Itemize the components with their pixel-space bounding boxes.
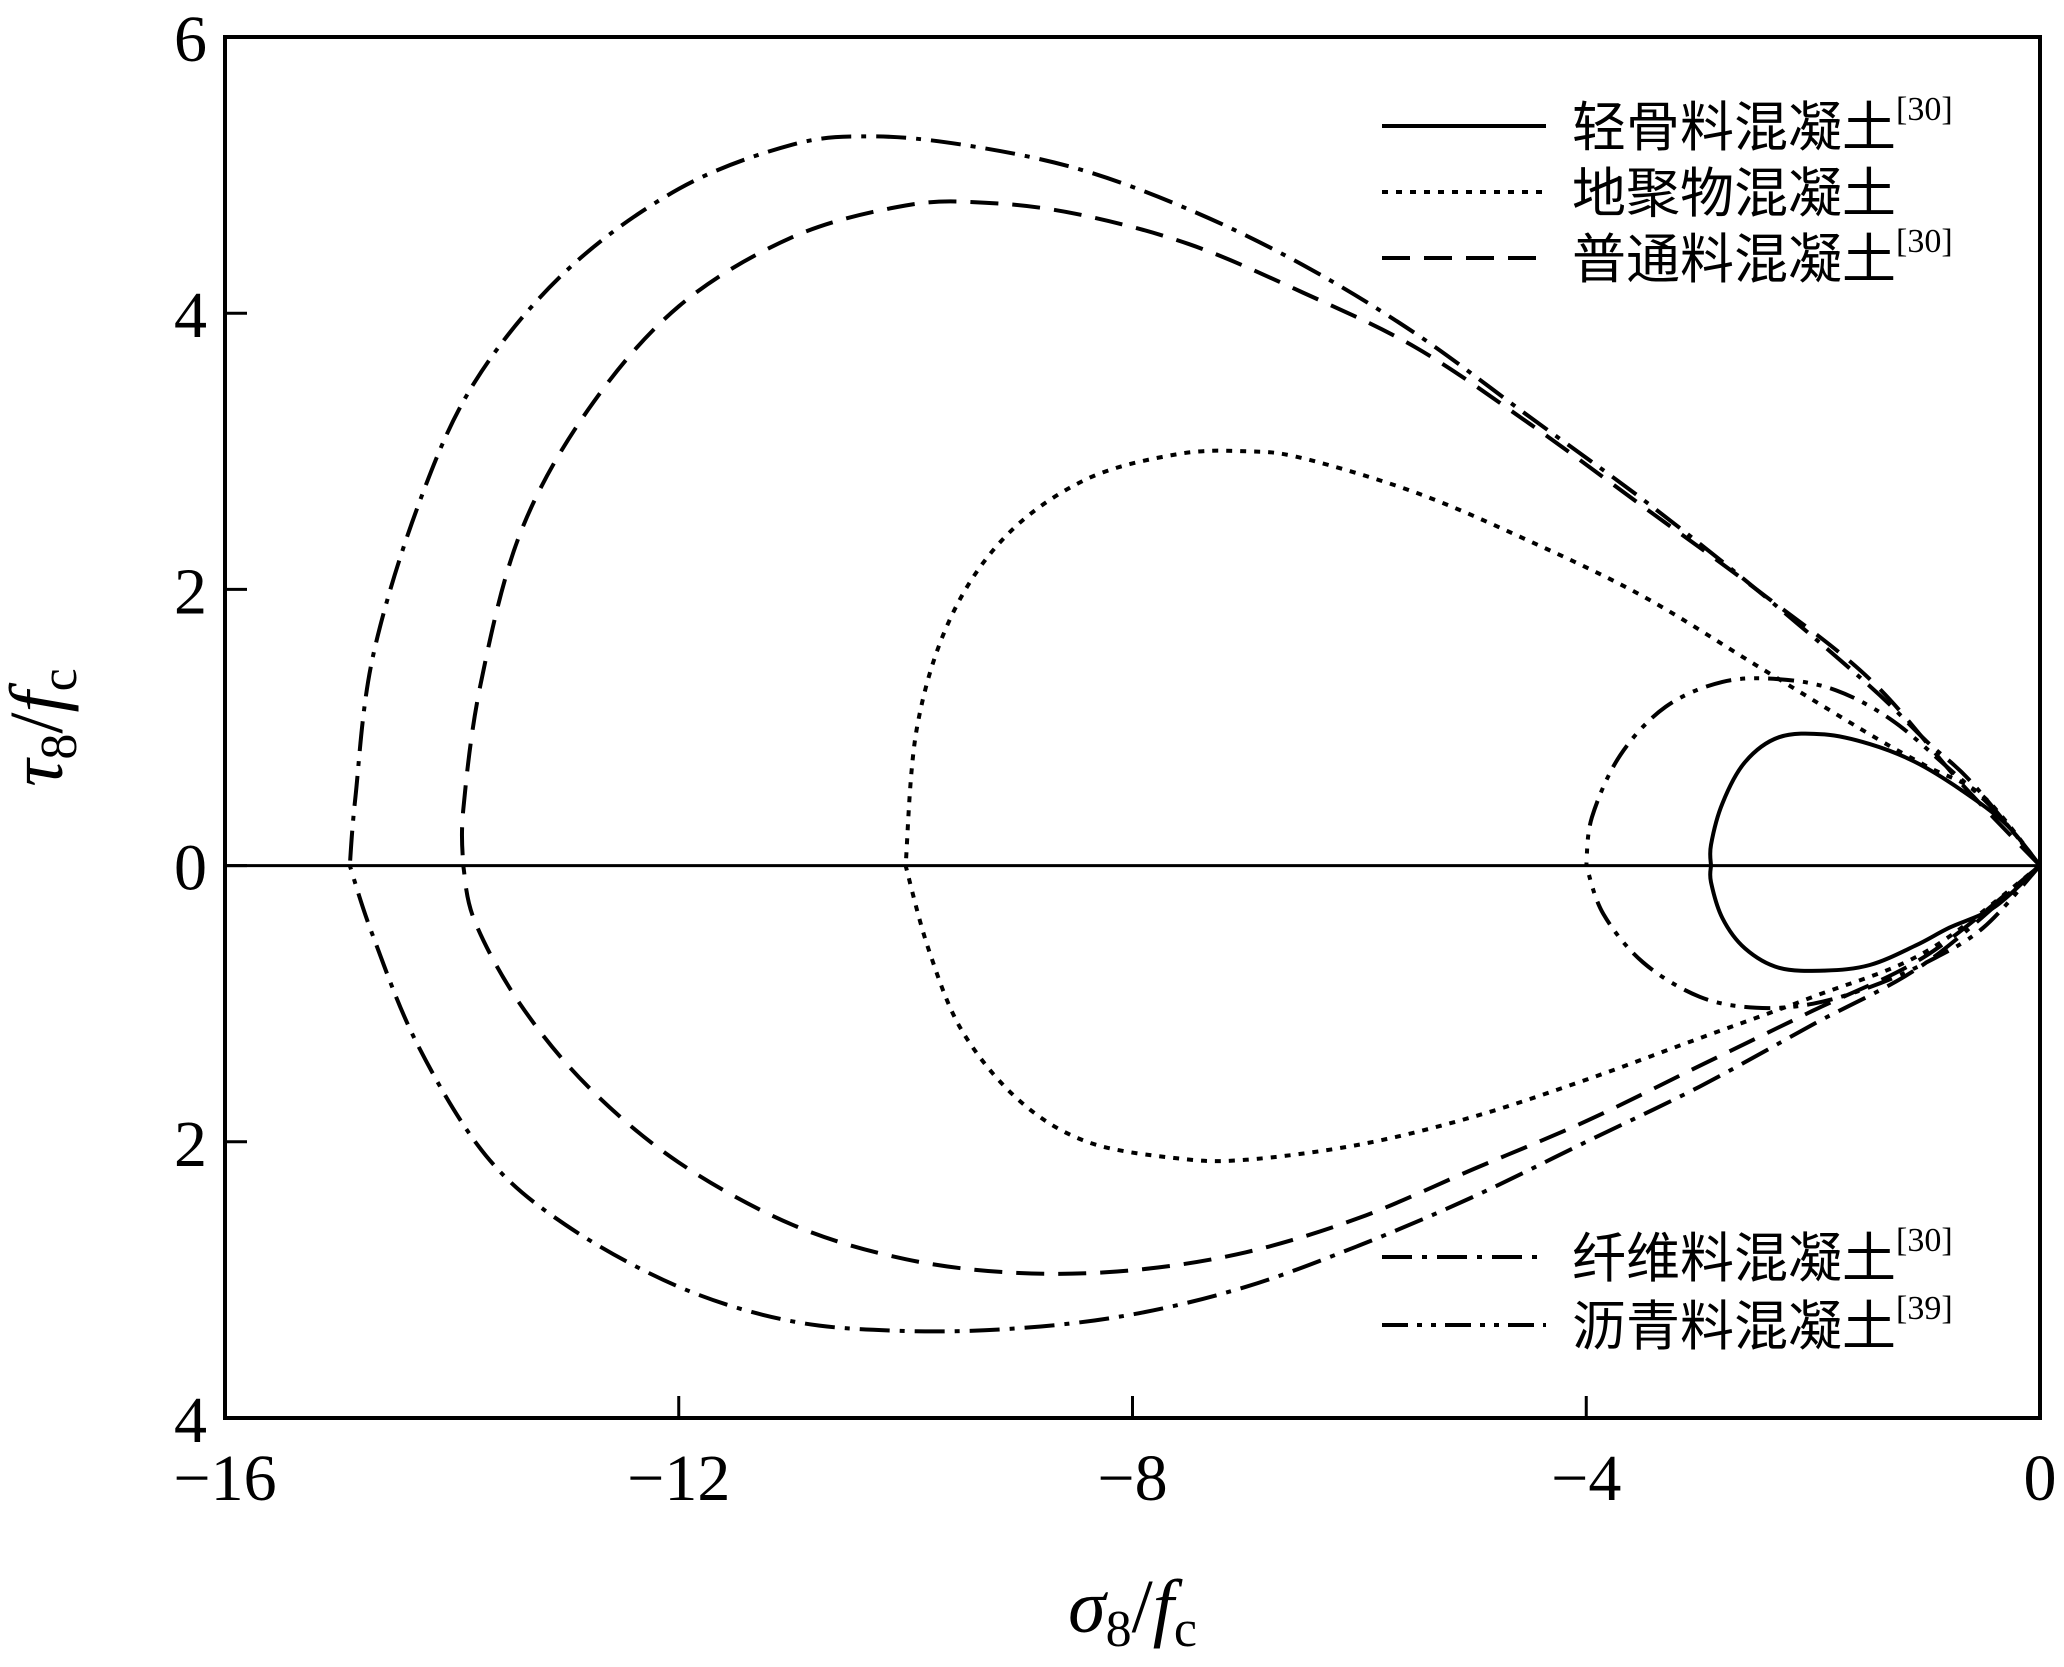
x-tick-label: −12	[627, 1442, 730, 1515]
x-axis-title-sub: 8	[1106, 1601, 1132, 1658]
series-2-curve	[903, 448, 2042, 1164]
y-tick-label: 2	[174, 555, 207, 628]
y-tick-label: 4	[174, 1384, 207, 1457]
series-4-curve	[347, 134, 2042, 1334]
series-3-curve	[459, 199, 2042, 1276]
x-axis-title-fsub: c	[1174, 1601, 1197, 1658]
series-4-lower-branch	[347, 864, 2042, 1334]
ticks-layer: −16 −12 −8 −4 0 6 4 2 0 2 4	[173, 3, 2056, 1515]
legend-ref: [30]	[1896, 1222, 1953, 1259]
series-1-curve	[1708, 731, 2042, 973]
y-tick-label: 6	[174, 3, 207, 76]
series-1-upper-branch	[1708, 731, 2042, 867]
x-tick-label: −4	[1551, 1442, 1621, 1515]
legend-item-4: 纤维料混凝土[30]	[1382, 1222, 1953, 1290]
series-3-lower-branch	[461, 864, 2042, 1276]
x-tick-label: −16	[173, 1442, 276, 1515]
x-axis-title-slash: /	[1132, 1565, 1154, 1649]
y-axis-title-main: τ	[0, 757, 79, 787]
legend-ref: [30]	[1896, 223, 1953, 260]
curves-layer	[347, 134, 2042, 1334]
y-tick-label: 4	[174, 279, 207, 352]
legend-label: 沥青料混凝土[39]	[1572, 1290, 1953, 1358]
y-tick-label: 0	[174, 832, 207, 905]
series-5-curve	[1584, 676, 2042, 1011]
legend-label: 普通料混凝土[30]	[1572, 223, 1953, 291]
y-axis-title: τ8/fc	[0, 668, 88, 787]
legend-ref: [39]	[1896, 1290, 1953, 1327]
series-4-upper-branch	[347, 134, 2042, 867]
legend-item-3: 普通料混凝土[30]	[1382, 223, 1953, 291]
x-tick-label: −8	[1097, 1442, 1167, 1515]
legend-item-5: 沥青料混凝土[39]	[1382, 1290, 1953, 1358]
series-2-upper-branch	[903, 448, 2042, 867]
legend-item-1: 轻骨料混凝土[30]	[1382, 91, 1953, 159]
legend-label: 地聚物混凝土	[1572, 162, 1896, 225]
legend-label: 轻骨料混凝土[30]	[1572, 91, 1953, 159]
x-tick-label: 0	[2024, 1442, 2057, 1515]
series-5-lower-branch	[1584, 864, 2042, 1011]
series-1-lower-branch	[1708, 864, 2042, 973]
legend-label: 纤维料混凝土[30]	[1572, 1222, 1953, 1290]
legend-item-2: 地聚物混凝土	[1382, 162, 1896, 225]
series-3-upper-branch	[459, 199, 2042, 867]
y-tick-label: 2	[174, 1108, 207, 1181]
x-axis-title: σ8/fc	[1068, 1565, 1197, 1658]
y-axis-title-slash: /	[0, 712, 79, 734]
y-axis-title-fsub: c	[31, 668, 88, 691]
x-axis-title-main: σ	[1068, 1565, 1108, 1649]
series-2-lower-branch	[903, 864, 2042, 1164]
series-5-upper-branch	[1584, 676, 2042, 867]
y-axis-title-sub: 8	[31, 734, 88, 760]
legend-ref: [30]	[1896, 91, 1953, 128]
